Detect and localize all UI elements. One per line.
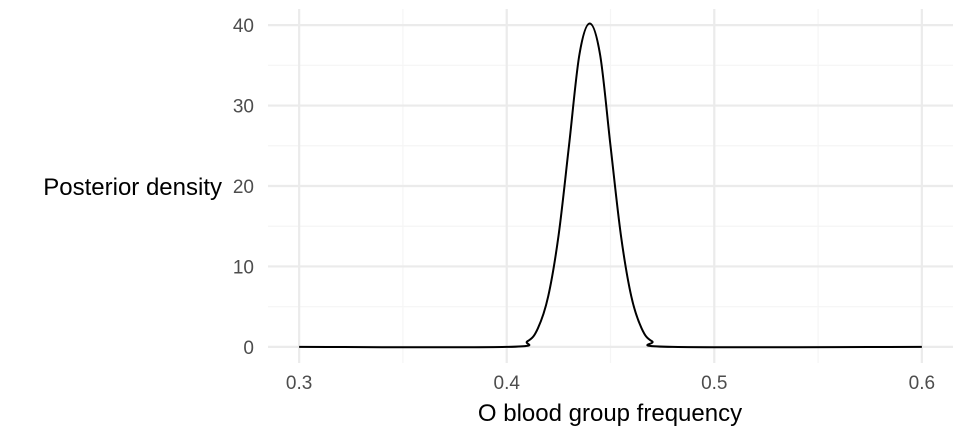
y-tick-label: 10 bbox=[233, 257, 254, 278]
density-curve bbox=[299, 22, 922, 349]
tick-labels: 0.3 0.4 0.5 0.6 0 10 20 30 40 bbox=[233, 16, 935, 394]
y-tick-label: 30 bbox=[233, 97, 254, 118]
x-tick-label: 0.4 bbox=[494, 373, 521, 394]
y-tick-label: 0 bbox=[243, 338, 254, 359]
y-axis-title: Posterior density bbox=[43, 174, 222, 201]
y-tick-label: 40 bbox=[233, 16, 254, 37]
x-tick-label: 0.3 bbox=[286, 373, 312, 394]
x-tick-label: 0.5 bbox=[701, 373, 727, 394]
x-tick-label: 0.6 bbox=[909, 373, 935, 394]
y-tick-label: 20 bbox=[233, 177, 254, 198]
x-axis-title: O blood group frequency bbox=[478, 400, 742, 427]
series-layer bbox=[299, 22, 922, 349]
